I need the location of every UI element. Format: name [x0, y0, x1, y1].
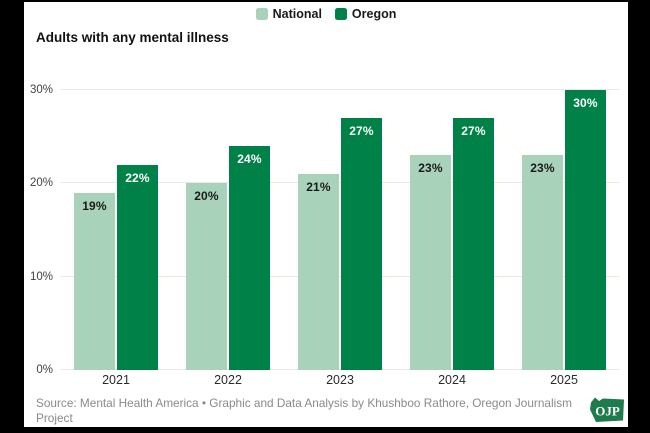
oregon-state-shape: [590, 397, 624, 422]
x-tick-label-2024: 2024: [438, 373, 466, 387]
bar-value-label: 27%: [349, 124, 374, 138]
plot-area: 0% 10% 20% 30% 19% 22% 20% 24% 21% 27% 23% 27% 23% 30…: [30, 84, 620, 376]
bar-group-2023: 21% 27%: [284, 90, 396, 370]
x-tick-label-2023: 2023: [326, 373, 354, 387]
legend-item-national: National: [255, 7, 322, 21]
bar-national-2021: 19%: [74, 192, 115, 370]
bar-national-2022: 20%: [186, 183, 227, 370]
bar-oregon-2022: 24%: [229, 146, 270, 370]
bar-national-2023: 21%: [298, 174, 339, 370]
bar-group-2022: 20% 24%: [172, 90, 284, 370]
legend-label: National: [272, 7, 322, 21]
bar-groups: 19% 22% 20% 24% 21% 27% 23% 27% 23% 30%: [60, 90, 620, 370]
bar-value-label: 20%: [194, 189, 219, 204]
ojp-logo-text: OJP: [595, 404, 620, 419]
gridline-10%: [60, 275, 620, 277]
bar-value-label: 30%: [573, 96, 598, 110]
bar-group-2024: 23% 27%: [396, 90, 508, 370]
bar-oregon-2021: 22%: [117, 164, 158, 370]
ojp-oregon-logo-icon: OJP: [590, 397, 624, 422]
bar-oregon-2024: 27%: [453, 118, 494, 370]
x-tick-label-2021: 2021: [102, 373, 130, 387]
legend: National Oregon: [24, 7, 628, 21]
bar-value-label: 21%: [306, 180, 331, 194]
bar-oregon-2025: 30%: [565, 90, 606, 370]
source-credit: Source: Mental Health America • Graphic …: [36, 396, 572, 425]
y-tick-label: 30%: [29, 84, 53, 96]
bar-national-2024: 23%: [410, 155, 451, 370]
chart-title: Adults with any mental illness: [36, 30, 229, 45]
legend-item-oregon: Oregon: [334, 7, 397, 21]
y-tick-label: 0%: [36, 364, 53, 376]
legend-swatch-oregon: [334, 8, 347, 20]
bar-value-label: 19%: [82, 198, 107, 213]
x-tick-label-2022: 2022: [214, 373, 242, 387]
bar-value-label: 22%: [125, 170, 150, 185]
y-tick-label: 20%: [29, 177, 53, 190]
x-tick-label-2025: 2025: [550, 373, 578, 387]
bar-national-2025: 23%: [522, 155, 563, 370]
gridline-30%: [60, 89, 620, 90]
bar-group-2021: 19% 22%: [60, 90, 172, 370]
bar-value-label: 23%: [530, 161, 555, 176]
legend-label: Oregon: [351, 7, 397, 21]
x-axis: 2021 2022 2023 2024 2025: [60, 373, 620, 387]
chart-card: National Oregon Adults with any mental il…: [24, 2, 628, 427]
bar-oregon-2023: 27%: [341, 118, 382, 370]
y-tick-label: 10%: [29, 270, 53, 283]
bar-value-label: 27%: [461, 124, 486, 138]
gridline-0%: [60, 369, 620, 370]
bar-group-2025: 23% 30%: [508, 90, 620, 370]
gridline-20%: [60, 182, 620, 184]
bar-value-label: 23%: [418, 161, 443, 176]
bar-value-label: 24%: [237, 152, 262, 166]
legend-swatch-national: [255, 8, 268, 20]
